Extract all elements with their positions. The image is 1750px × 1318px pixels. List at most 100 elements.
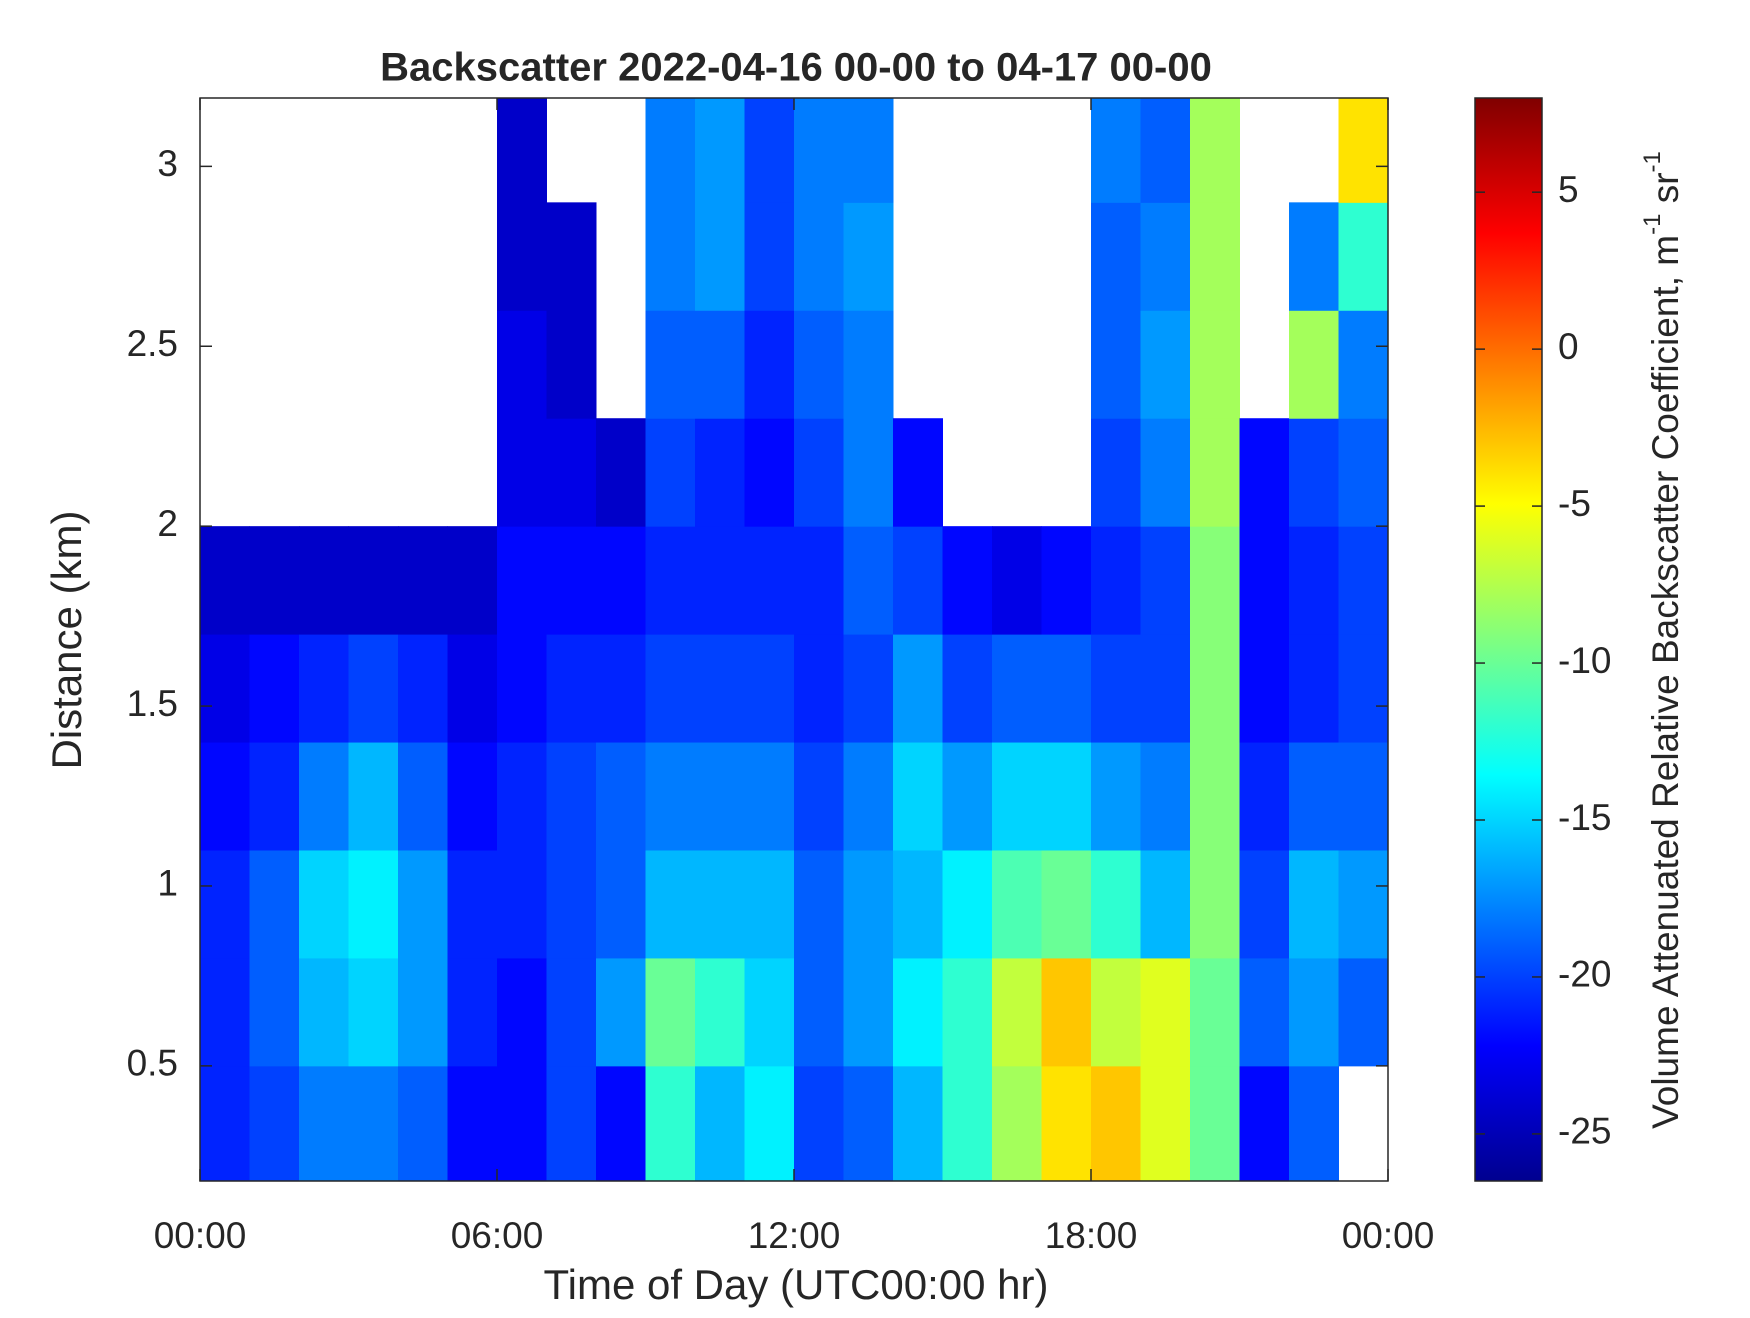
heatmap-cell — [1190, 1065, 1240, 1182]
heatmap-cell — [744, 849, 795, 959]
heatmap-cell — [447, 1065, 498, 1182]
heatmap-cell — [1289, 310, 1339, 419]
heatmap-cell — [794, 1065, 844, 1182]
heatmap-cell — [546, 202, 597, 311]
heatmap-cell — [200, 1065, 250, 1182]
heatmap-cell — [596, 957, 646, 1067]
heatmap-cell — [1338, 634, 1389, 743]
label-part: Volume Attenuated Relative Backscatter C… — [1645, 235, 1686, 1129]
heatmap-cell — [200, 742, 250, 851]
heatmap-cell — [1239, 418, 1290, 527]
x-tick-label: 12:00 — [748, 1215, 841, 1256]
heatmap-cell — [1091, 98, 1141, 203]
colorbar-tick-label: 5 — [1558, 169, 1579, 210]
y-tick-label: 1.5 — [127, 683, 178, 724]
heatmap-cell — [843, 742, 894, 851]
heatmap-cell — [695, 849, 745, 959]
heatmap-cell — [1190, 742, 1240, 851]
heatmap-cell — [1091, 202, 1141, 311]
heatmap-cell — [546, 418, 597, 527]
heatmap-cell — [596, 1065, 646, 1182]
heatmap-cell — [695, 98, 745, 203]
heatmap-cell — [1190, 98, 1240, 203]
heatmap-cell — [1140, 418, 1191, 527]
heatmap-cell — [1239, 634, 1290, 743]
heatmap-cell — [249, 1065, 300, 1182]
heatmap-cell — [249, 742, 300, 851]
heatmap-cell — [992, 1065, 1042, 1182]
heatmap-cell — [1190, 418, 1240, 527]
heatmap-cell — [348, 742, 399, 851]
heatmap-cell — [546, 849, 597, 959]
heatmap-cell — [398, 634, 448, 743]
chart-title: Backscatter 2022-04-16 00-00 to 04-17 00… — [380, 46, 1212, 90]
label-part: sr — [1645, 172, 1686, 213]
colorbar-tick-label: -10 — [1558, 640, 1611, 681]
heatmap-cell — [794, 98, 844, 203]
heatmap-cell — [299, 526, 349, 635]
heatmap-cell — [398, 1065, 448, 1182]
heatmap-cell — [843, 418, 894, 527]
heatmap-cell — [299, 742, 349, 851]
heatmap-cell — [200, 634, 250, 743]
heatmap-cell — [447, 957, 498, 1067]
heatmap-cell — [645, 418, 696, 527]
heatmap-cell — [348, 1065, 399, 1182]
heatmap-cell — [546, 957, 597, 1067]
heatmap-cell — [1190, 849, 1240, 959]
heatmap-cell — [744, 634, 795, 743]
heatmap-cell — [497, 418, 547, 527]
colorbar-tick-label: 0 — [1558, 326, 1579, 367]
heatmap-cell — [1140, 526, 1191, 635]
heatmap-cell — [398, 742, 448, 851]
heatmap-cell — [1041, 526, 1092, 635]
heatmap-cell — [893, 634, 943, 743]
heatmap-cell — [695, 1065, 745, 1182]
heatmap-cell — [744, 742, 795, 851]
heatmap-cell — [398, 957, 448, 1067]
x-tick-label: 06:00 — [451, 1215, 544, 1256]
heatmap-cell — [1041, 742, 1092, 851]
heatmap-cell — [1140, 742, 1191, 851]
heatmap-cell — [645, 98, 696, 203]
heatmap-cell — [1289, 957, 1339, 1067]
colorbar-tick-label: -25 — [1558, 1111, 1611, 1152]
heatmap-cell — [1289, 526, 1339, 635]
heatmap-cell — [744, 418, 795, 527]
heatmap-cell — [695, 957, 745, 1067]
colorbar — [1475, 98, 1542, 1181]
heatmap-cell — [893, 418, 943, 527]
heatmap-cell — [546, 742, 597, 851]
heatmap-cell — [497, 98, 547, 203]
colorbar-tick-label: -5 — [1558, 483, 1591, 524]
heatmap-cell — [1239, 957, 1290, 1067]
y-tick-label: 2.5 — [127, 323, 178, 364]
heatmap-cell — [546, 634, 597, 743]
heatmap-cell — [1338, 418, 1389, 527]
heatmap-cell — [200, 849, 250, 959]
x-axis-label: Time of Day (UTC00:00 hr) — [544, 1261, 1049, 1308]
y-axis-label: Distance (km) — [43, 510, 90, 769]
heatmap-cell — [447, 526, 498, 635]
heatmap-cell — [249, 849, 300, 959]
heatmap-cell — [794, 202, 844, 311]
heatmap-cell — [1041, 1065, 1092, 1182]
heatmap-cell — [1289, 742, 1339, 851]
heatmap-cell — [695, 202, 745, 311]
x-tick-label: 00:00 — [1342, 1215, 1435, 1256]
heatmap-cell — [1190, 634, 1240, 743]
heatmap-cell — [942, 1065, 993, 1182]
heatmap-cell — [596, 526, 646, 635]
heatmap-cell — [992, 957, 1042, 1067]
heatmap-cell — [1140, 202, 1191, 311]
heatmap-cell — [200, 957, 250, 1067]
heatmap-cell — [843, 957, 894, 1067]
heatmap-cell — [992, 742, 1042, 851]
heatmap-cell — [497, 849, 547, 959]
heatmap-cell — [1338, 98, 1389, 203]
heatmap-cell — [1190, 202, 1240, 311]
heatmap-cell — [1041, 634, 1092, 743]
heatmap-cell — [200, 526, 250, 635]
heatmap-cell — [1239, 1065, 1290, 1182]
